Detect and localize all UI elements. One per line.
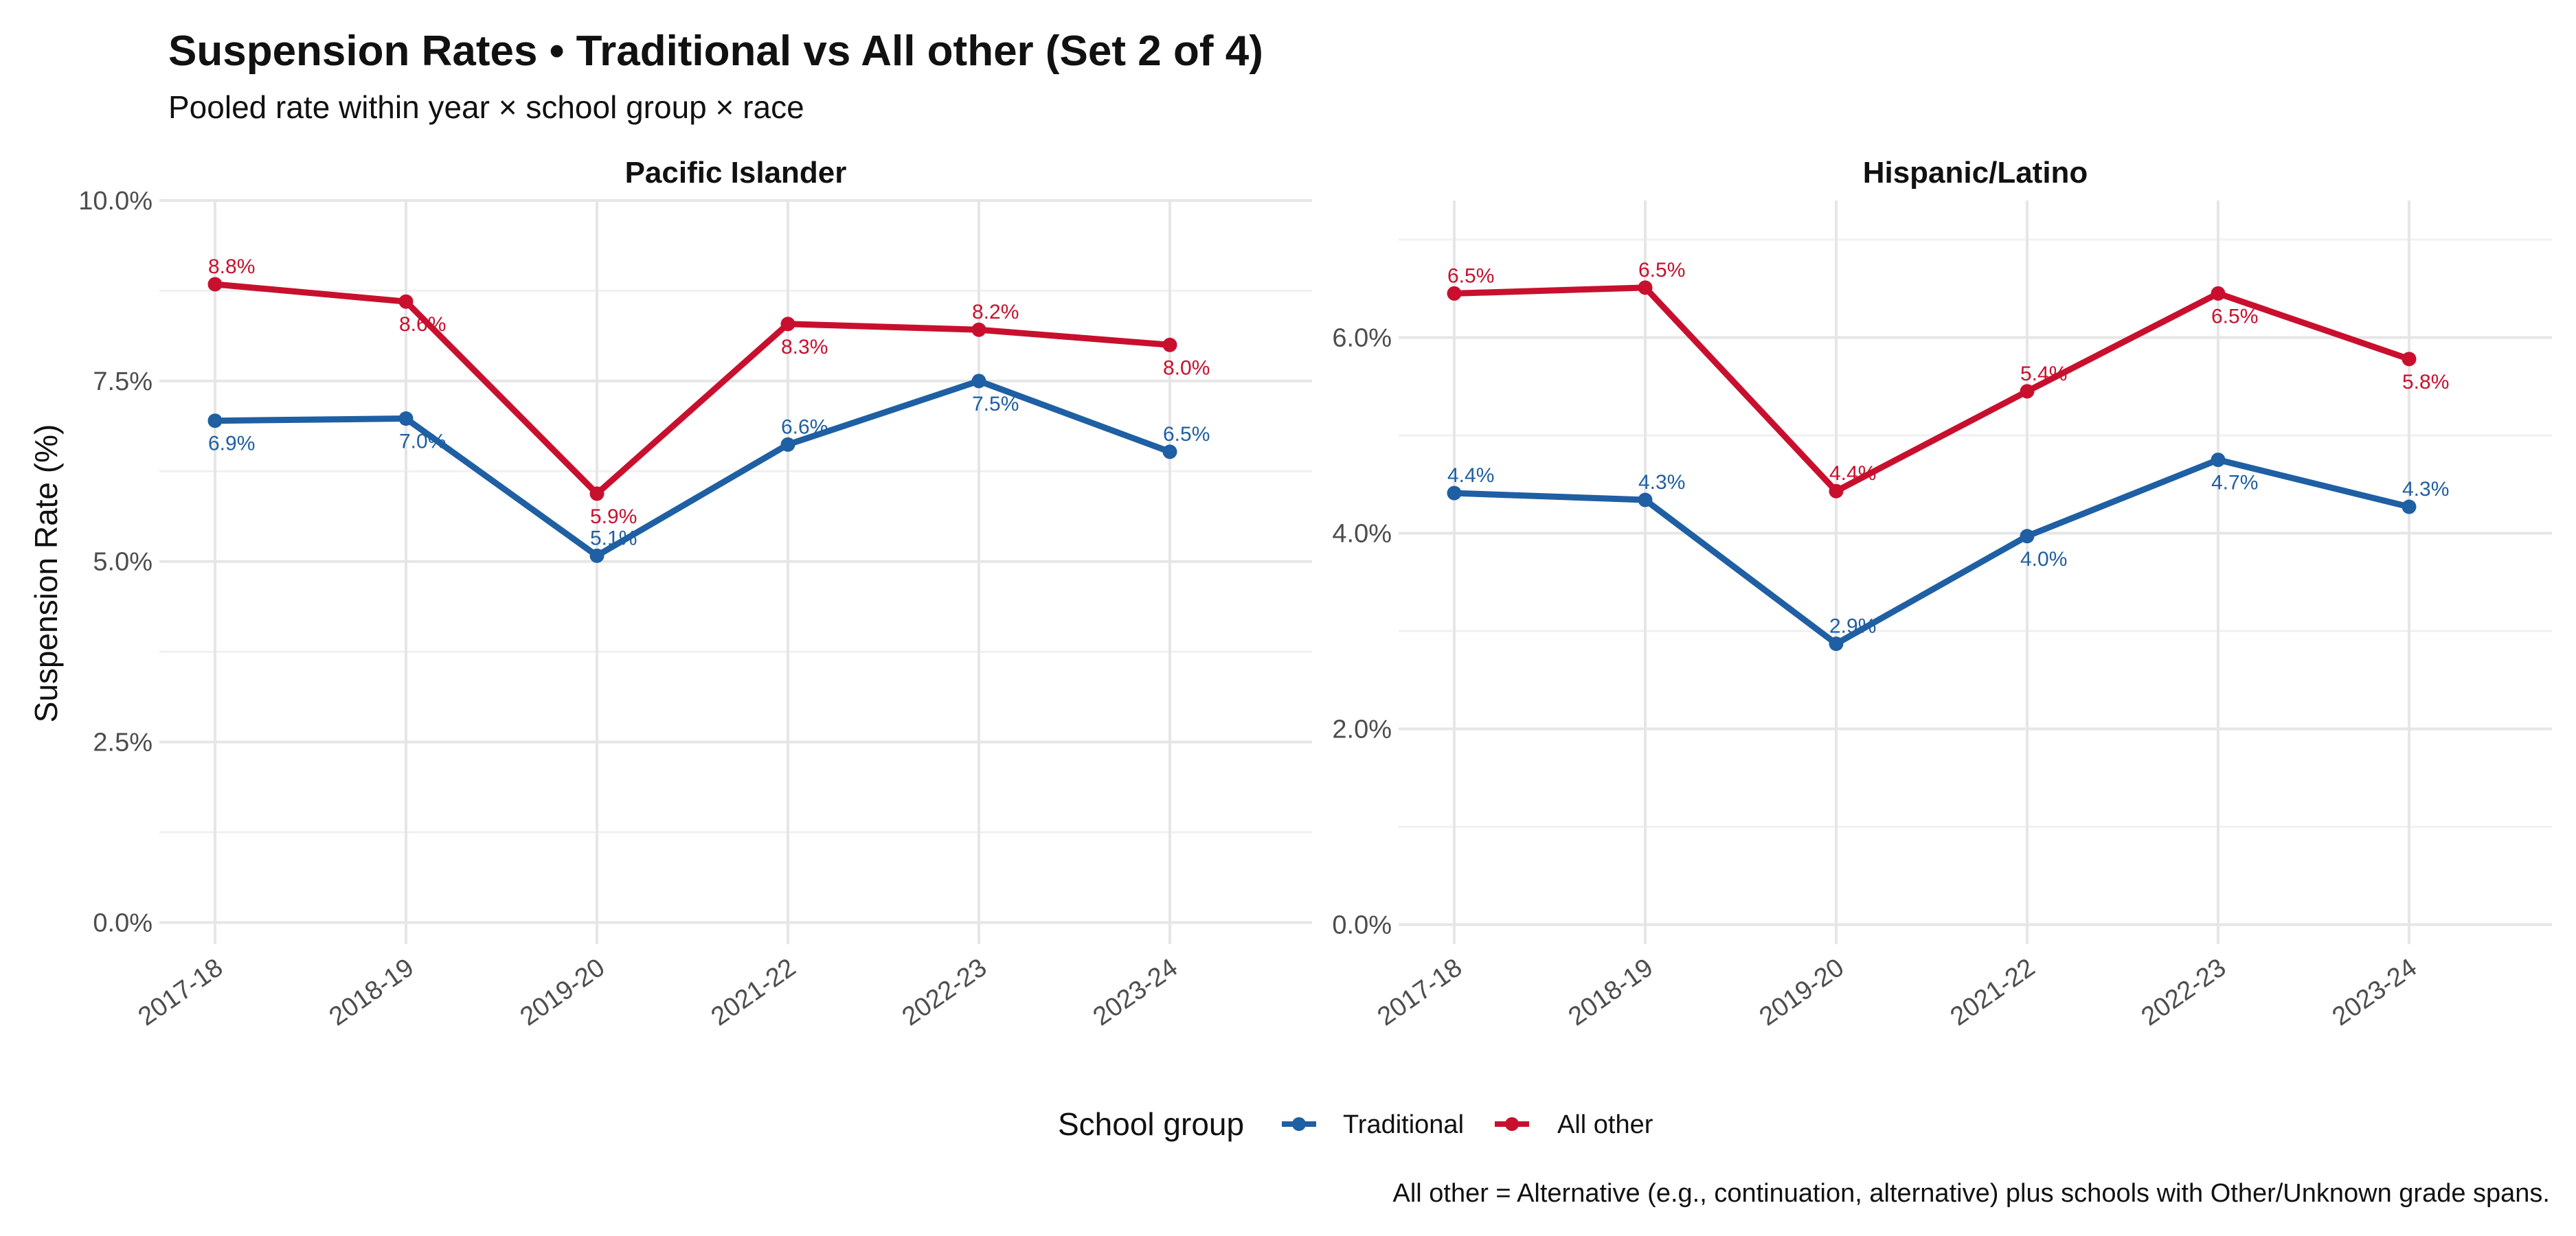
x-tick-label: 2021-22 (1945, 953, 2040, 1031)
y-tick-label: 10.0% (78, 187, 152, 216)
data-label-traditional: 6.6% (781, 415, 828, 438)
data-label-all-other: 8.8% (208, 255, 255, 278)
data-point-traditional (207, 413, 223, 428)
data-point-traditional (971, 374, 986, 389)
data-label-all-other: 5.9% (590, 505, 637, 528)
x-tick-label: 2022-23 (2136, 953, 2231, 1031)
x-tick-label: 2018-19 (324, 953, 419, 1031)
data-label-traditional: 2.9% (1829, 615, 1876, 638)
series-line-all-other (1454, 284, 2410, 494)
legend-item-all-other: All other (1495, 1110, 1653, 1139)
x-tick-label: 2021-22 (706, 953, 801, 1031)
y-tick-label: 2.0% (1332, 716, 1392, 744)
data-label-traditional: 6.9% (208, 433, 255, 455)
legend-label-traditional: Traditional (1343, 1110, 1464, 1139)
data-point-traditional (1829, 637, 1844, 652)
data-point-all-other (398, 294, 414, 309)
data-point-traditional (2020, 529, 2035, 544)
data-point-all-other (1638, 280, 1653, 295)
panel-hispanic-latino: Hispanic/Latino 0.0% 2.0% 4.0% 6.0% 2017-18 20… (1332, 156, 2552, 1031)
panel-pacific-islander: Pacific Islander 0.0% 2.5% 5.0% 7.5% 10.0% 201… (78, 156, 1312, 1031)
data-point-all-other (2211, 286, 2226, 301)
x-tick-label: 2017-18 (133, 953, 228, 1031)
data-point-all-other (1447, 286, 1462, 301)
legend-marker-all-other (1505, 1117, 1519, 1131)
data-point-traditional (589, 548, 605, 563)
data-point-traditional (780, 437, 795, 452)
data-point-traditional (1447, 485, 1462, 501)
legend-item-traditional: Traditional (1282, 1110, 1464, 1139)
panel-title: Hispanic/Latino (1863, 156, 2088, 190)
data-label-traditional: 6.5% (1163, 423, 1210, 446)
y-tick-label: 0.0% (93, 908, 152, 937)
data-point-traditional (398, 411, 414, 426)
x-tick-label: 2017-18 (1372, 953, 1467, 1031)
y-axis-label: Suspension Rate (%) (28, 424, 64, 723)
y-tick-label: 0.0% (1332, 911, 1392, 940)
x-tick-label: 2022-23 (897, 953, 992, 1031)
y-tick-label: 5.0% (93, 548, 152, 577)
data-label-traditional: 4.3% (2402, 478, 2449, 501)
x-tick-label: 2023-24 (1088, 953, 1183, 1031)
data-label-traditional: 4.3% (1638, 471, 1685, 494)
data-point-all-other (1829, 483, 1844, 499)
data-point-all-other (589, 486, 605, 501)
legend-title: School group (1058, 1106, 1244, 1142)
data-label-traditional: 4.7% (2211, 472, 2258, 494)
data-label-traditional: 4.4% (1447, 464, 1494, 487)
series-line-all-other (214, 281, 1171, 497)
data-point-all-other (971, 322, 986, 337)
x-tick-label: 2019-20 (515, 953, 610, 1031)
data-label-traditional: 4.0% (2020, 548, 2067, 571)
data-label-all-other: 6.5% (2211, 305, 2258, 328)
data-point-all-other (2020, 384, 2035, 399)
y-tick-label: 7.5% (93, 367, 152, 396)
data-label-all-other: 5.4% (2020, 363, 2067, 385)
legend-label-all-other: All other (1557, 1110, 1653, 1139)
data-label-traditional: 7.5% (972, 393, 1019, 415)
data-label-all-other: 6.5% (1447, 264, 1494, 287)
y-tick-label: 4.0% (1332, 520, 1392, 549)
legend: School group Traditional All other (1058, 1106, 1653, 1142)
data-label-traditional: 5.1% (590, 527, 637, 549)
panel-title: Pacific Islander (625, 156, 847, 190)
chart-caption: All other = Alternative (e.g., continuat… (1392, 1179, 2550, 1208)
data-label-all-other: 8.6% (399, 313, 446, 336)
chart-title: Suspension Rates • Traditional vs All ot… (168, 27, 1263, 75)
x-tick-label: 2019-20 (1754, 953, 1849, 1031)
y-tick-label: 6.0% (1332, 324, 1392, 353)
chart-subtitle: Pooled rate within year × school group ×… (168, 89, 804, 125)
data-point-traditional (2402, 499, 2417, 514)
y-tick-label: 2.5% (93, 729, 152, 757)
data-point-all-other (1162, 337, 1177, 352)
data-label-traditional: 7.0% (399, 431, 446, 453)
legend-marker-traditional (1292, 1117, 1306, 1131)
data-label-all-other: 8.0% (1163, 356, 1210, 379)
data-point-traditional (2211, 453, 2226, 468)
x-tick-label: 2018-19 (1563, 953, 1658, 1031)
data-label-all-other: 5.8% (2402, 371, 2449, 393)
data-label-all-other: 8.2% (972, 301, 1019, 323)
series-line-traditional (1454, 457, 2410, 648)
series-line-traditional (214, 378, 1171, 559)
data-point-traditional (1162, 444, 1177, 459)
data-label-all-other: 4.4% (1829, 462, 1876, 485)
x-tick-label: 2023-24 (2327, 953, 2422, 1031)
data-label-all-other: 6.5% (1638, 259, 1685, 282)
data-point-traditional (1638, 492, 1653, 507)
data-point-all-other (2402, 352, 2417, 367)
data-label-all-other: 8.3% (781, 336, 828, 358)
data-point-all-other (207, 277, 223, 292)
data-point-all-other (780, 317, 795, 332)
